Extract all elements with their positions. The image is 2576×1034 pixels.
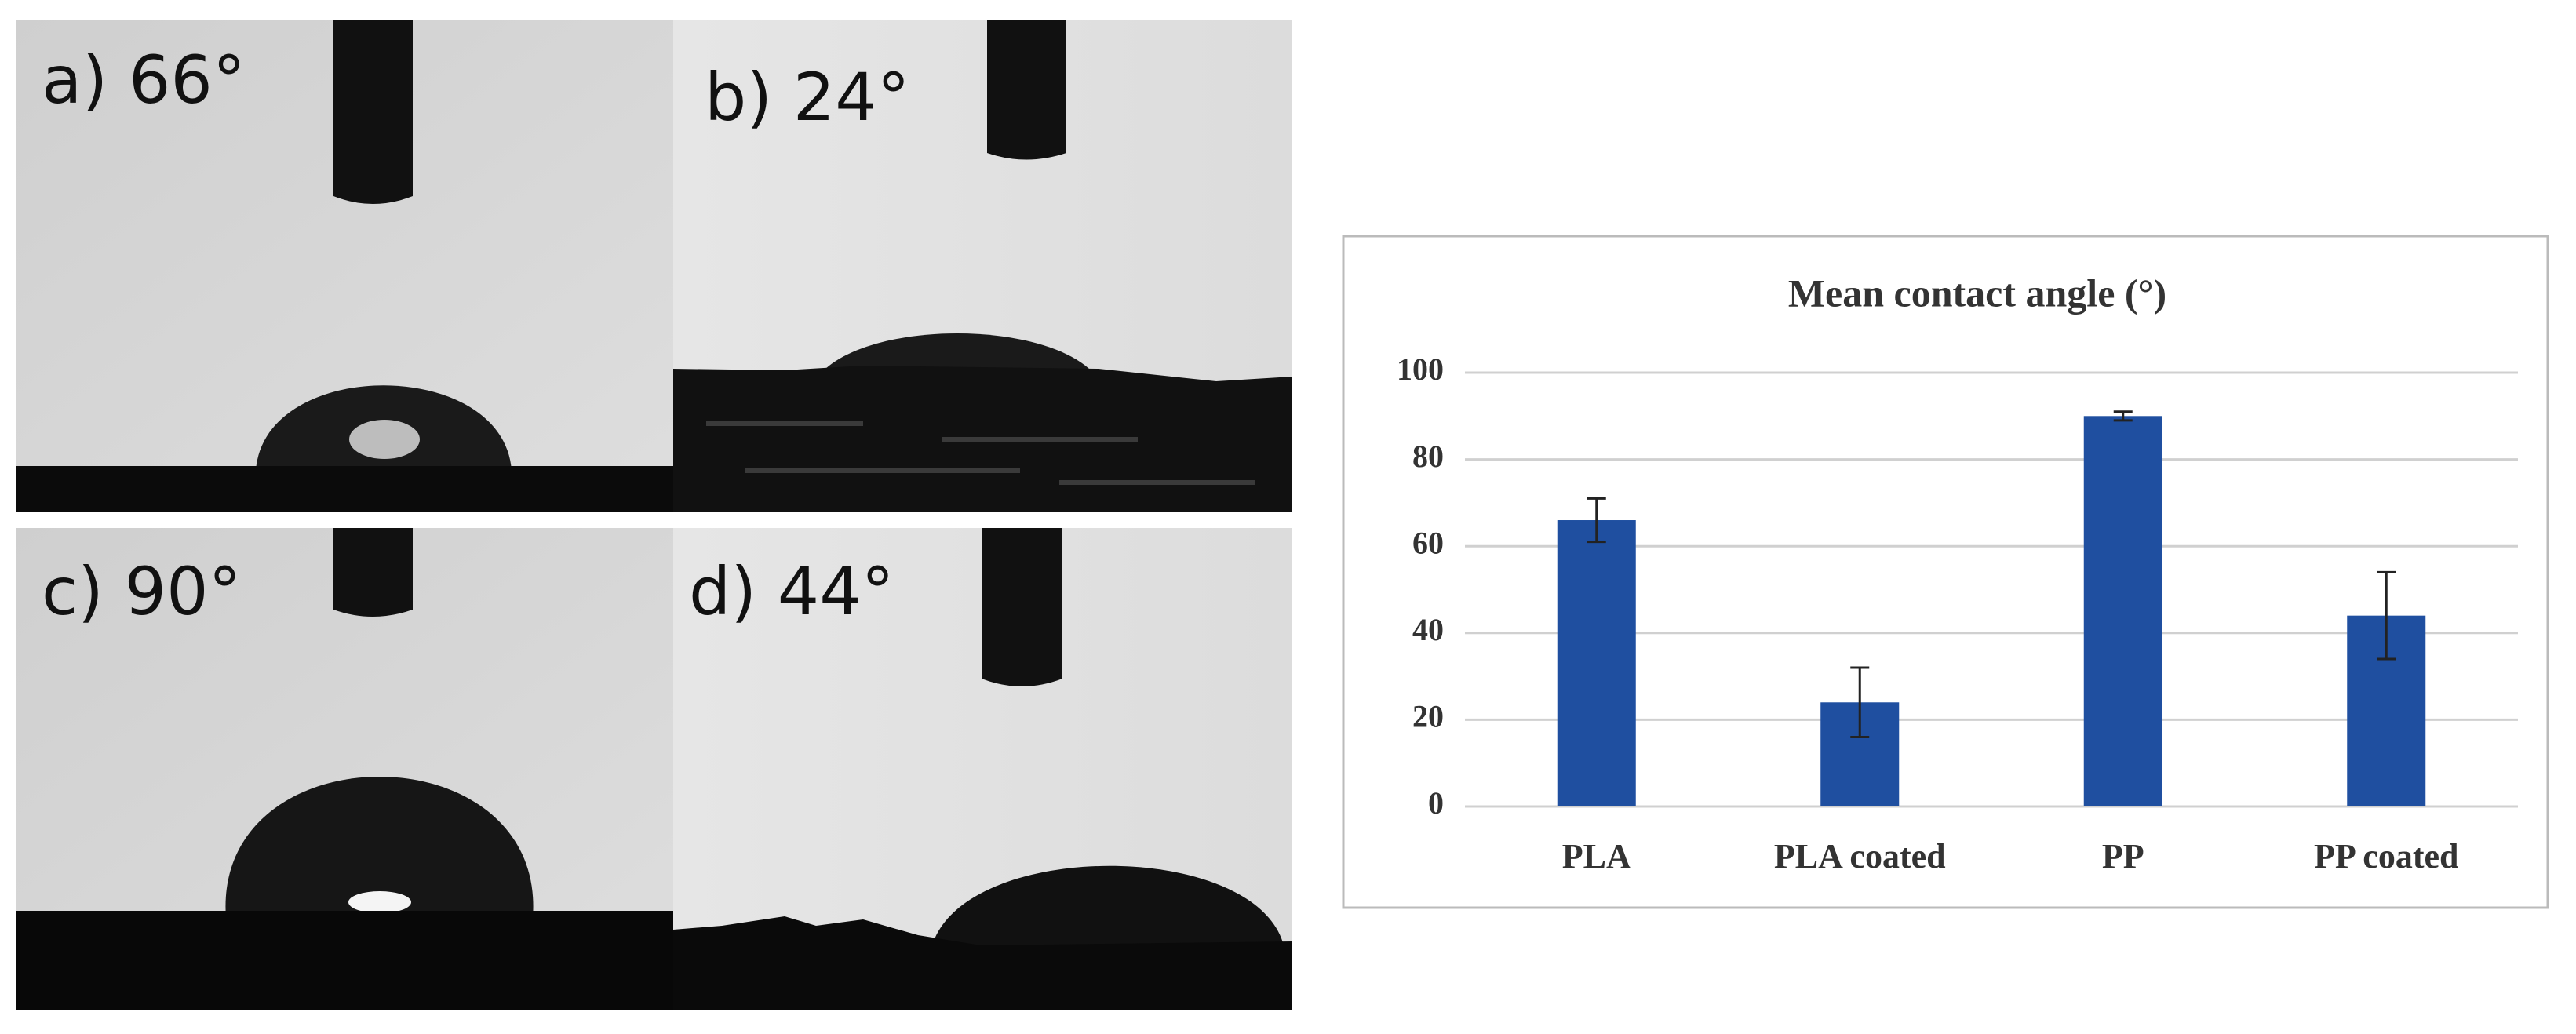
y-tick-label: 80 bbox=[1412, 439, 1444, 474]
error-bar bbox=[1850, 666, 1870, 739]
x-tick-label: PP bbox=[2102, 837, 2144, 876]
chart-frame bbox=[1342, 235, 2549, 909]
plot: 0 20 40 60 80 100 PLA PLA coated PP PP coated bbox=[1397, 351, 2518, 876]
photo-d: d) 44° bbox=[673, 528, 1292, 1010]
photo-a: a) 66° bbox=[16, 20, 673, 512]
y-tick-label: 100 bbox=[1397, 351, 1444, 387]
error-bar bbox=[2113, 410, 2133, 422]
panel-label: c) 90° bbox=[42, 553, 242, 630]
bar bbox=[2083, 416, 2162, 806]
photo-b: b) 24° bbox=[673, 20, 1292, 512]
x-tick-label: PLA coated bbox=[1774, 837, 1946, 876]
bar bbox=[1557, 520, 1636, 806]
y-tick-label: 20 bbox=[1412, 699, 1444, 734]
error-bar bbox=[1587, 497, 1606, 544]
x-tick-label: PP coated bbox=[2314, 837, 2459, 876]
error-bar bbox=[2377, 570, 2396, 661]
x-tick-label: PLA bbox=[1562, 837, 1631, 876]
panel-label: a) 66° bbox=[42, 42, 246, 118]
panel-label: b) 24° bbox=[705, 59, 910, 136]
y-tick-label: 0 bbox=[1428, 785, 1444, 821]
panel-label: d) 44° bbox=[689, 553, 894, 630]
photo-c: c) 90° bbox=[16, 528, 673, 1010]
y-tick-label: 40 bbox=[1412, 612, 1444, 647]
chart-title: Mean contact angle (°) bbox=[1788, 271, 2166, 315]
y-tick-label: 60 bbox=[1412, 525, 1444, 560]
